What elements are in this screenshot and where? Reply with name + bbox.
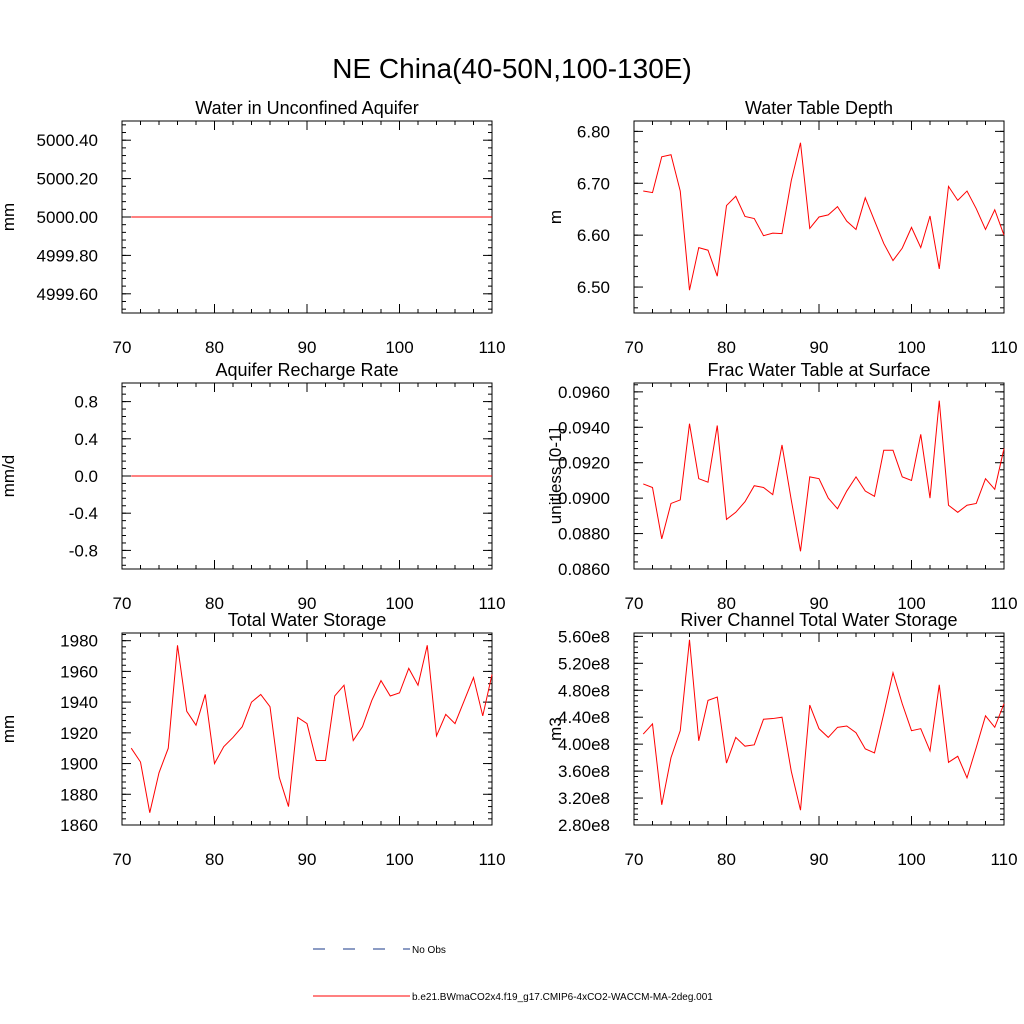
x-tick-label: 80 [717,338,736,357]
panel-1: Water Table Depth 70 80 90 100 110 6.50 6.60 6.7… [546,98,1018,357]
x-tick-label: 80 [205,338,224,357]
x-tick-label: 80 [205,850,224,869]
y-tick-label: 4.40e8 [558,708,610,727]
x-tick-label: 90 [810,338,829,357]
y-tick-label: 0.0920 [558,454,610,473]
y-tick-label: 4999.80 [37,246,98,265]
y-tick-label: 5.60e8 [558,627,610,646]
y-tick-label: 4.00e8 [558,735,610,754]
x-tick-label: 110 [990,594,1017,613]
y-tick-label: 0.0900 [558,489,610,508]
y-tick-label: 5000.20 [37,170,98,189]
series-line-model-run [643,142,1005,291]
panel-3: Frac Water Table at Surface 70 80 90 100 110 0… [546,360,1018,613]
panel-grid: Water in Unconfined Aquifer 70 80 90 100 110 4… [0,98,1018,869]
y-tick-label: 6.60 [577,226,610,245]
y-tick-label: 1940 [60,693,98,712]
panel-title: Water in Unconfined Aquifer [195,98,418,118]
y-axis-label: m [546,210,565,224]
figure-title: NE China(40-50N,100-130E) [332,53,692,84]
x-tick-label: 70 [113,338,132,357]
x-tick-label: 70 [625,338,644,357]
legend-label-no-obs: No Obs [412,945,446,956]
x-tick-label: 80 [205,594,224,613]
y-tick-label: 1920 [60,724,98,743]
y-axis-label: m3 [546,717,565,741]
x-tick-label: 90 [298,338,317,357]
y-tick-label: 5000.00 [37,208,98,227]
y-tick-label: 0.0960 [558,383,610,402]
panel-0: Water in Unconfined Aquifer 70 80 90 100 110 4… [0,98,506,357]
y-tick-label: 6.50 [577,278,610,297]
x-tick-label: 110 [478,850,505,869]
y-tick-label: 4999.60 [37,285,98,304]
y-tick-label: 1960 [60,662,98,681]
y-axis-label: mm/d [0,455,18,498]
y-tick-label: -0.8 [69,541,98,560]
x-tick-label: 90 [298,850,317,869]
x-tick-label: 100 [897,338,925,357]
series-line-model-run [130,645,493,813]
panel-title: River Channel Total Water Storage [680,610,957,630]
y-tick-label: 3.20e8 [558,789,610,808]
y-tick-label: 0.4 [74,430,98,449]
y-axis-label: unitless [0-1] [546,428,565,524]
y-axis-label: mm [0,203,18,231]
y-tick-label: 2.80e8 [558,816,610,835]
x-tick-label: 100 [385,850,413,869]
y-tick-label: 1900 [60,755,98,774]
x-tick-label: 80 [717,850,736,869]
panel-title: Frac Water Table at Surface [707,360,930,380]
x-tick-label: 90 [810,594,829,613]
x-tick-label: 110 [478,338,505,357]
y-tick-label: 5.20e8 [558,654,610,673]
y-tick-label: 6.70 [577,174,610,193]
x-tick-label: 90 [298,594,317,613]
x-tick-label: 70 [625,850,644,869]
y-tick-label: 6.80 [577,122,610,141]
y-tick-label: 1980 [60,632,98,651]
x-tick-label: 70 [113,850,132,869]
y-tick-label: 1880 [60,785,98,804]
y-tick-label: 5000.40 [37,131,98,150]
x-tick-label: 100 [385,338,413,357]
panel-5: River Channel Total Water Storage 70 80 90 1… [546,610,1018,869]
series-line-model-run [643,400,1005,552]
y-tick-label: 4.80e8 [558,681,610,700]
x-tick-label: 90 [810,850,829,869]
x-tick-label: 70 [625,594,644,613]
panel-title: Aquifer Recharge Rate [215,360,398,380]
y-tick-label: -0.4 [69,504,98,523]
y-tick-label: 0.0880 [558,525,610,544]
x-tick-label: 110 [990,850,1017,869]
y-tick-label: 1860 [60,816,98,835]
y-tick-label: 3.60e8 [558,762,610,781]
plot-frame [121,632,493,826]
legend-label-model-run: b.e21.BWmaCO2x4.f19_g17.CMIP6-4xCO2-WACC… [412,992,713,1003]
x-tick-label: 100 [385,594,413,613]
x-tick-label: 110 [478,594,505,613]
y-axis-label: mm [0,715,18,743]
x-tick-label: 70 [113,594,132,613]
x-tick-label: 100 [897,594,925,613]
x-tick-label: 110 [990,338,1017,357]
y-tick-label: 0.0940 [558,418,610,437]
x-tick-label: 100 [897,850,925,869]
plot-frame [633,382,1005,570]
panel-title: Total Water Storage [228,610,386,630]
y-tick-label: 0.0860 [558,560,610,579]
series-line-model-run [642,639,1005,811]
panel-title: Water Table Depth [745,98,893,118]
x-tick-label: 80 [717,594,736,613]
panel-2: Aquifer Recharge Rate 70 80 90 100 110 -0.8 -0.… [0,360,506,613]
panel-4: Total Water Storage 70 80 90 100 110 1860 1880 1… [0,610,506,869]
y-tick-label: 0.0 [74,467,98,486]
legend: No Obs b.e21.BWmaCO2x4.f19_g17.CMIP6-4xC… [313,945,713,1003]
y-tick-label: 0.8 [74,393,98,412]
